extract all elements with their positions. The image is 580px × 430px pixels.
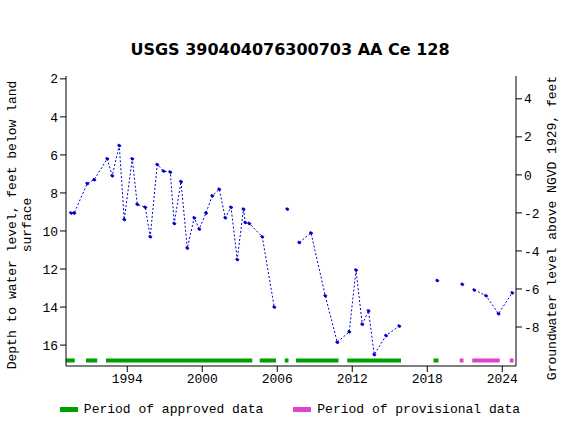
svg-text:2: 2 — [50, 72, 58, 87]
html-text:Period of approved data: Period of approved data — [83, 402, 264, 417]
html-text:surface: surface — [20, 197, 35, 253]
svg-text:2: 2 — [524, 130, 532, 145]
svg-text:4: 4 — [524, 92, 532, 107]
svg-text:-4: -4 — [524, 245, 540, 260]
svg-text:6: 6 — [50, 149, 58, 164]
svg-text:2000: 2000 — [187, 372, 218, 387]
html-text:USGS 390404076300703 AA Ce 128: USGS 390404076300703 AA Ce 128 — [130, 40, 450, 59]
svg-text:12: 12 — [42, 263, 58, 278]
svg-text:0: 0 — [524, 169, 532, 184]
svg-text:14: 14 — [42, 301, 58, 316]
html-text:Groundwater level above NGVD 1: Groundwater level above NGVD 1929, feet — [544, 75, 560, 381]
svg-text:1994: 1994 — [112, 372, 143, 387]
svg-text:-8: -8 — [524, 321, 540, 336]
svg-text:8: 8 — [50, 187, 58, 202]
svg-text:-6: -6 — [524, 283, 540, 298]
svg-text:2012: 2012 — [337, 372, 368, 387]
svg-text:2024: 2024 — [487, 372, 518, 387]
svg-text:16: 16 — [42, 339, 58, 354]
svg-text:-2: -2 — [524, 207, 540, 222]
svg-text:4: 4 — [50, 111, 58, 126]
svg-text:10: 10 — [42, 225, 58, 240]
html-text:Period of provisional data: Period of provisional data — [317, 402, 521, 417]
svg-text:2018: 2018 — [412, 372, 443, 387]
svg-text:2006: 2006 — [262, 372, 293, 387]
html-text:Depth to water level, feet bel: Depth to water level, feet below land — [5, 80, 20, 370]
